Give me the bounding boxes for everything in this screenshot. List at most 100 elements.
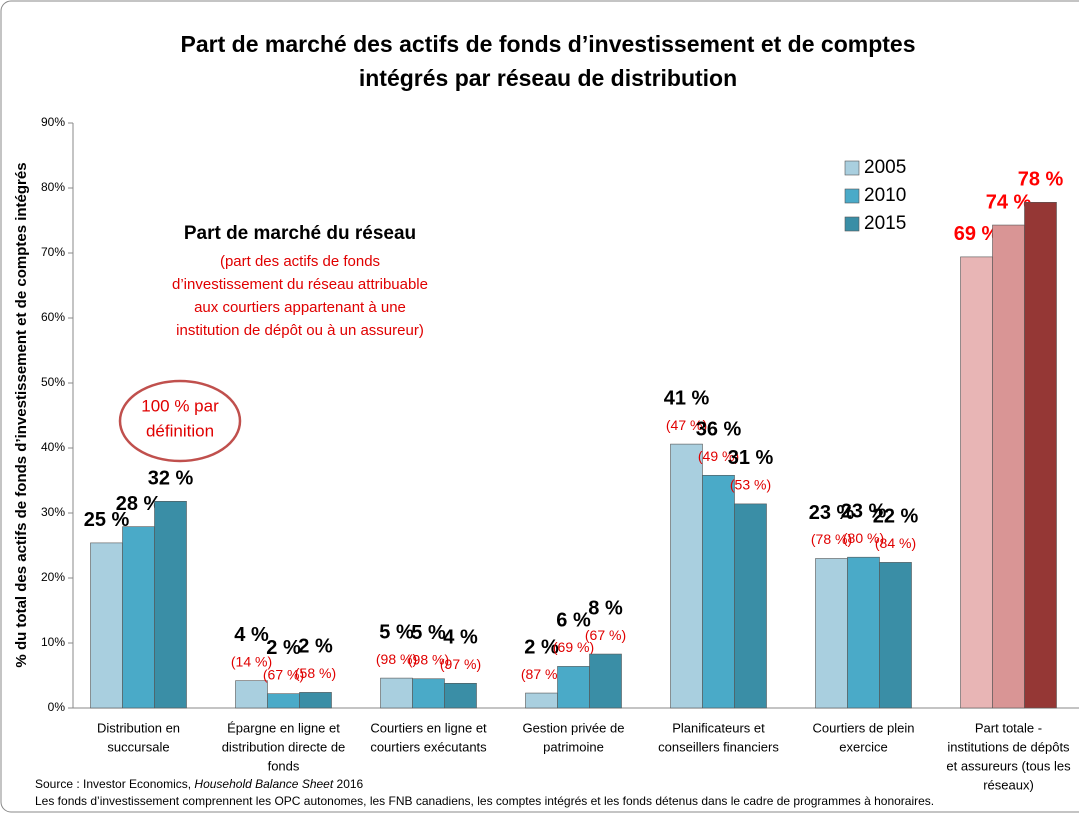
x-tick-label: Épargne en ligne et xyxy=(227,720,340,735)
bar xyxy=(299,692,332,709)
callout-ellipse xyxy=(118,379,242,463)
annotation-text: aux courtiers appartenant à une xyxy=(194,299,406,316)
x-tick-label: courtiers exécutants xyxy=(370,739,487,754)
bar xyxy=(557,666,590,709)
source-prefix: Source : Investor Economics, xyxy=(35,777,194,791)
y-tick-label: 10% xyxy=(41,635,65,649)
annotation-text: (part des actifs de fonds xyxy=(220,253,380,270)
x-tick-label: conseillers financiers xyxy=(658,739,779,754)
annotation-text: d’investissement du réseau attribuable xyxy=(172,276,428,293)
y-axis-label: % du total des actifs de fonds d’investi… xyxy=(13,162,30,667)
y-tick-label: 90% xyxy=(41,115,65,129)
legend-label: 2005 xyxy=(864,157,906,178)
x-tick-label: Planificateurs et xyxy=(672,720,765,735)
bar xyxy=(380,677,413,709)
share-label: (47 %) xyxy=(666,417,707,433)
y-tick-label: 60% xyxy=(41,310,65,324)
value-label: 23 % xyxy=(841,500,887,522)
share-label: (58 %) xyxy=(295,665,336,681)
y-tick-label: 0% xyxy=(48,700,66,714)
annotation-heading: Part de marché du réseau xyxy=(184,223,416,244)
value-label: 22 % xyxy=(873,506,919,528)
bar xyxy=(670,443,703,709)
x-tick-label: succursale xyxy=(107,739,169,754)
value-label: 69 % xyxy=(954,223,1000,245)
value-label: 74 % xyxy=(986,191,1032,213)
value-label: 2 % xyxy=(524,636,559,658)
source-suffix: 2016 xyxy=(333,777,363,791)
share-label: (87 %) xyxy=(521,666,562,682)
bar xyxy=(815,558,848,709)
legend-swatch xyxy=(844,160,860,176)
value-label: 31 % xyxy=(728,447,774,469)
x-tick-label: Distribution en xyxy=(97,720,180,735)
callout-text: 100 % par xyxy=(141,396,219,415)
bar xyxy=(1024,202,1057,709)
bar xyxy=(122,526,155,709)
value-label: 2 % xyxy=(266,637,301,659)
callout-text: définition xyxy=(146,421,214,440)
annotation-text: institution de dépôt ou à un assureur) xyxy=(176,322,424,339)
share-label: (53 %) xyxy=(730,477,771,493)
y-tick-label: 80% xyxy=(41,180,65,194)
value-label: 28 % xyxy=(116,493,162,515)
share-label: (14 %) xyxy=(231,653,272,669)
bar xyxy=(960,256,993,709)
x-tick-label: et assureurs (tous les xyxy=(946,758,1071,773)
share-label: (67 %) xyxy=(263,666,304,682)
x-tick-label: distribution directe de xyxy=(222,739,346,754)
value-label: 23 % xyxy=(809,502,855,524)
share-label: (49 %) xyxy=(698,448,739,464)
legend-label: 2015 xyxy=(864,213,906,234)
chart-title: Part de marché des actifs de fonds d’inv… xyxy=(181,31,916,57)
value-label: 41 % xyxy=(664,387,710,409)
x-tick-label: Courtiers de plein xyxy=(813,720,915,735)
bar xyxy=(412,678,445,709)
share-label: (67 %) xyxy=(585,627,626,643)
x-tick-label: Gestion privée de xyxy=(523,720,625,735)
value-label: 8 % xyxy=(588,597,623,619)
y-tick-label: 20% xyxy=(41,570,65,584)
share-label: (98 %) xyxy=(408,651,449,667)
value-label: 25 % xyxy=(84,509,130,531)
value-label: 36 % xyxy=(696,419,742,441)
footnote: Les fonds d’investissement comprennent l… xyxy=(35,794,934,808)
bar xyxy=(589,653,622,709)
legend-label: 2010 xyxy=(864,185,906,206)
bar xyxy=(879,562,912,709)
y-tick-label: 70% xyxy=(41,245,65,259)
x-tick-label: patrimoine xyxy=(543,739,604,754)
source: Source : Investor Economics, Household B… xyxy=(35,777,364,791)
share-label: (98 %) xyxy=(376,651,417,667)
value-label: 32 % xyxy=(148,468,194,490)
value-label: 5 % xyxy=(411,622,446,644)
value-label: 4 % xyxy=(234,624,269,646)
share-label: (97 %) xyxy=(440,656,481,672)
legend-swatch xyxy=(844,188,860,204)
x-tick-label: institutions de dépôts xyxy=(947,739,1070,754)
bar xyxy=(90,542,123,709)
legend-swatch xyxy=(844,216,860,232)
bar xyxy=(154,500,187,709)
bar xyxy=(702,474,735,709)
bar xyxy=(235,680,268,709)
bar xyxy=(444,682,477,709)
value-label: 4 % xyxy=(443,627,478,649)
value-label: 2 % xyxy=(298,636,333,658)
bar xyxy=(267,693,300,709)
bar xyxy=(847,556,880,709)
chart-title: intégrés par réseau de distribution xyxy=(359,65,737,91)
value-label: 5 % xyxy=(379,621,414,643)
x-tick-label: Part totale - xyxy=(975,720,1042,735)
bar xyxy=(992,224,1025,709)
bar xyxy=(525,692,558,709)
value-label: 6 % xyxy=(556,610,591,632)
share-label: (78 %) xyxy=(811,531,852,547)
share-label: (84 %) xyxy=(875,535,916,551)
x-tick-label: Courtiers en ligne et xyxy=(370,720,487,735)
y-tick-label: 50% xyxy=(41,375,65,389)
value-label: 78 % xyxy=(1018,169,1064,191)
bar xyxy=(734,503,767,709)
